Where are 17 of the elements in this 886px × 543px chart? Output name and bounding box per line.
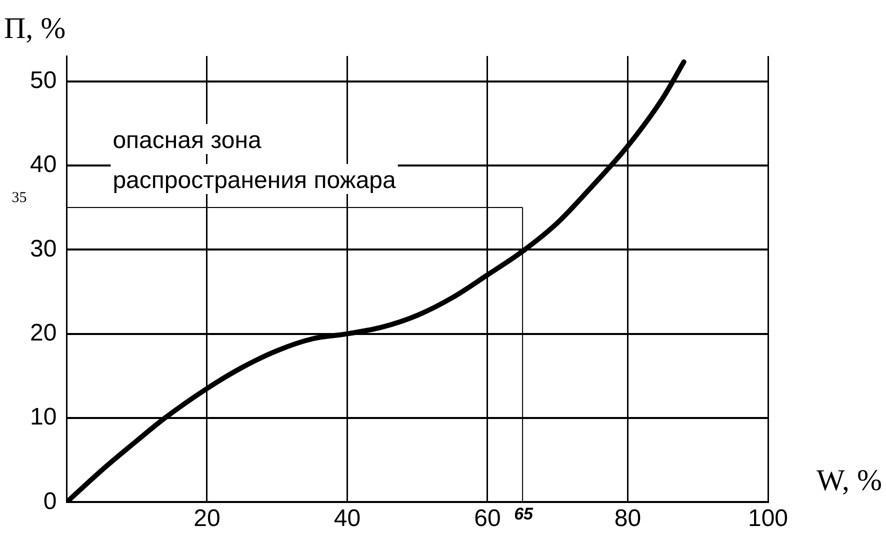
annotation: распространения пожара <box>112 167 397 194</box>
y-tick-label: 40 <box>30 151 57 178</box>
y-tick-label: 10 <box>30 404 57 431</box>
x-tick-label: 40 <box>334 505 361 532</box>
annotation: опасная зона <box>112 127 262 154</box>
y-axis-title: П, % <box>4 12 66 45</box>
x-axis-title: W, % <box>816 464 882 498</box>
x-tick-label: 60 <box>474 505 501 532</box>
x-tick-label: 20 <box>194 505 220 532</box>
y-tick-label: 50 <box>30 66 57 94</box>
y-tick-label: 30 <box>30 235 57 262</box>
ref-line-label: 35 <box>12 190 27 206</box>
ref-line-label: 65 <box>514 504 534 524</box>
x-tick-label: 100 <box>748 505 788 532</box>
y-tick-label: 20 <box>30 319 57 346</box>
y-tick-label: 0 <box>43 488 57 515</box>
x-tick-label: 80 <box>614 505 642 532</box>
